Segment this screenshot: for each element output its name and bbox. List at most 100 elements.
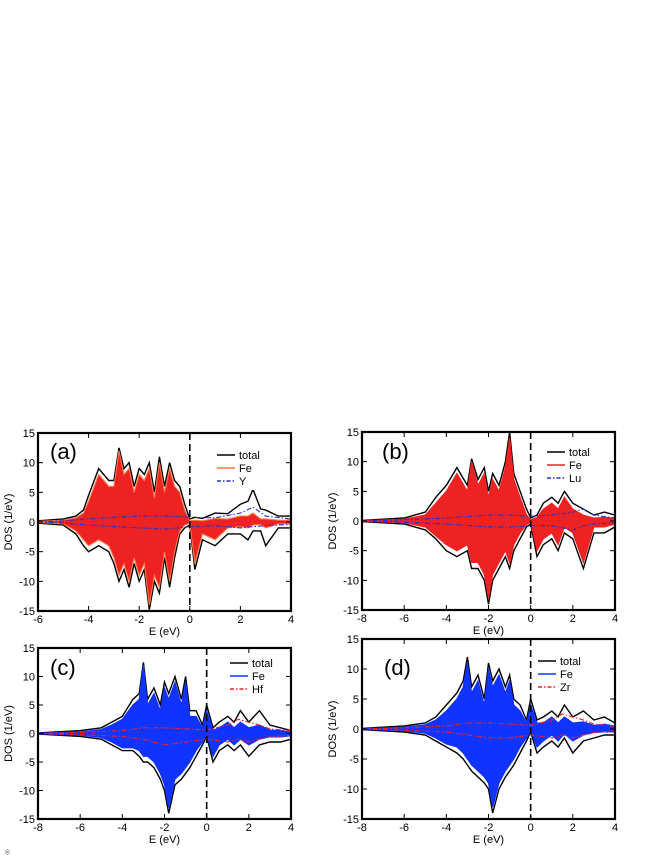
panel-b: -8 -6 -4 -2 0 2 4 -15 -10 -5 0 5 10 15 E (eV) DOS (1/eV… xyxy=(327,427,618,637)
y-tick-label: 10 xyxy=(347,457,359,469)
x-tick-label: 4 xyxy=(288,614,294,626)
legend-label-Fe: Fe xyxy=(252,671,265,683)
plot-area-a xyxy=(38,447,291,610)
plot-area-d xyxy=(362,656,615,814)
y-axis-label: DOS (1/eV) xyxy=(3,705,15,762)
line-Fe-up xyxy=(38,450,291,522)
panel-label: (d) xyxy=(384,655,411,680)
x-tick-label: -6 xyxy=(33,614,43,626)
footnote-glyph: ※ xyxy=(4,848,11,857)
x-tick-label: 2 xyxy=(570,613,576,625)
legend-label-Zr: Zr xyxy=(560,682,571,694)
line-Fe-up xyxy=(38,665,291,734)
x-tick-label: -8 xyxy=(357,613,367,625)
fill-Fe-up xyxy=(362,663,615,729)
fill-Fe-up xyxy=(38,450,291,522)
line-total-down xyxy=(38,522,291,610)
y-tick-label: 15 xyxy=(23,428,35,440)
x-tick-label: 2 xyxy=(246,822,252,834)
legend-label-Hf: Hf xyxy=(252,684,264,696)
x-axis-label: E (eV) xyxy=(149,626,180,638)
x-tick-label: 0 xyxy=(187,614,193,626)
y-tick-label: -5 xyxy=(349,754,359,766)
line-total-up xyxy=(362,656,615,730)
legend-label-Fe: Fe xyxy=(239,463,252,475)
y-tick-label: -10 xyxy=(19,786,35,798)
x-tick-label: -2 xyxy=(160,822,170,834)
x-tick-label: -4 xyxy=(117,822,127,834)
x-tick-label: -8 xyxy=(357,822,367,834)
y-tick-label: 10 xyxy=(23,458,35,470)
line-Fe-down xyxy=(362,728,615,808)
panel-label: (a) xyxy=(50,439,77,464)
panel-d: -8 -6 -4 -2 0 2 4 -15 -10 -5 0 5 10 15 E (eV) DOS (1/eV… xyxy=(327,634,618,846)
y-axis-label: DOS (1/eV) xyxy=(327,701,339,758)
y-tick-label: 0 xyxy=(29,729,35,741)
x-tick-label: 0 xyxy=(204,822,210,834)
panel-label: (c) xyxy=(50,655,76,680)
fill-Fe-down xyxy=(38,522,291,606)
line-Fe-down xyxy=(38,733,291,808)
fill-Fe-up xyxy=(362,437,615,521)
line-total-up xyxy=(38,662,291,734)
x-tick-label: 4 xyxy=(612,613,618,625)
y-tick-label: -15 xyxy=(19,814,35,826)
line-Fe-up xyxy=(362,437,615,522)
line-total-up xyxy=(38,447,291,522)
line-total-down xyxy=(38,733,291,814)
line-total-up xyxy=(362,432,615,522)
fill-Fe-down xyxy=(362,729,615,807)
line-Y-up xyxy=(38,506,291,523)
legend-label-Lu: Lu xyxy=(569,473,581,485)
fill-Fe-up xyxy=(38,665,291,734)
line-Lu-up xyxy=(362,508,615,522)
fill-Fe-down xyxy=(38,733,291,808)
x-tick-label: -6 xyxy=(399,822,409,834)
legend-label-total: total xyxy=(560,656,581,668)
panel-label: (b) xyxy=(382,439,409,464)
y-tick-label: 10 xyxy=(23,672,35,684)
x-tick-label: 4 xyxy=(612,822,618,834)
plot-area-b xyxy=(362,432,615,605)
y-tick-label: -5 xyxy=(25,757,35,769)
panel-a: -6 -4 -2 0 2 4 -15 -10 -5 0 5 10 15 E (eV) DOS (1/eV) (… xyxy=(3,428,294,638)
line-total-down xyxy=(362,728,615,814)
x-tick-label: -2 xyxy=(484,822,494,834)
x-axis-label: E (eV) xyxy=(473,834,504,846)
legend-label-total: total xyxy=(569,447,590,459)
x-tick-label: -8 xyxy=(33,822,43,834)
x-tick-label: -4 xyxy=(441,822,451,834)
y-tick-label: 5 xyxy=(353,694,359,706)
legend-label-Y: Y xyxy=(239,476,247,488)
x-tick-label: -4 xyxy=(84,614,94,626)
y-tick-label: 15 xyxy=(23,643,35,655)
legend-label-Fe: Fe xyxy=(569,460,582,472)
y-tick-label: -10 xyxy=(19,576,35,588)
y-tick-label: -10 xyxy=(343,784,359,796)
legend-label-total: total xyxy=(252,658,273,670)
y-tick-label: 15 xyxy=(347,634,359,646)
y-tick-label: -5 xyxy=(349,546,359,558)
y-tick-label: 10 xyxy=(347,664,359,676)
x-axis-label: E (eV) xyxy=(149,834,180,846)
y-tick-label: -15 xyxy=(343,814,359,826)
x-tick-label: 4 xyxy=(288,822,294,834)
x-tick-label: -4 xyxy=(441,613,451,625)
x-axis-label: E (eV) xyxy=(473,625,504,637)
y-tick-label: 5 xyxy=(353,486,359,498)
y-tick-label: 15 xyxy=(347,427,359,439)
y-axis-label: DOS (1/eV) xyxy=(3,494,15,551)
y-tick-label: -15 xyxy=(343,605,359,617)
x-tick-label: -2 xyxy=(134,614,144,626)
line-Fe-down xyxy=(362,520,615,599)
y-tick-label: -5 xyxy=(25,547,35,559)
y-tick-label: 0 xyxy=(353,516,359,528)
line-total-down xyxy=(362,520,615,605)
y-tick-label: 5 xyxy=(29,700,35,712)
x-tick-label: 2 xyxy=(570,822,576,834)
legend-label-Fe: Fe xyxy=(560,669,573,681)
line-Y-down xyxy=(38,521,291,530)
